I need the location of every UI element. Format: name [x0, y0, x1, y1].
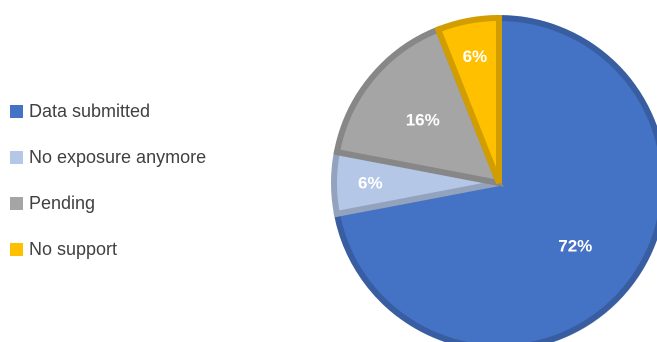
legend-label: Pending [29, 192, 96, 213]
legend-swatch [10, 242, 23, 256]
legend-swatch [10, 196, 23, 210]
pie-slice-data-submitted [333, 14, 657, 342]
legend-item: No exposure anymore [10, 145, 206, 169]
data-label-no-support: 6% [463, 47, 488, 66]
data-label-pending: 16% [406, 110, 440, 129]
legend-swatch [10, 104, 23, 118]
legend-item: No support [10, 237, 206, 261]
legend-item: Data submitted [10, 99, 206, 123]
legend-label: No support [29, 238, 118, 259]
legend-swatch [10, 150, 23, 164]
data-label-data-submitted: 72% [558, 237, 592, 256]
pie-slice-pending [333, 25, 504, 187]
legend-label: Data submitted [29, 100, 151, 121]
legend-label: No exposure anymore [29, 146, 207, 167]
legend-item: Pending [10, 191, 206, 215]
chart-legend: Data submitted No exposure anymore Pending… [10, 99, 206, 283]
data-label-no-exposure-anymore: 6% [358, 174, 383, 193]
pie-slice-no-support [434, 14, 502, 185]
